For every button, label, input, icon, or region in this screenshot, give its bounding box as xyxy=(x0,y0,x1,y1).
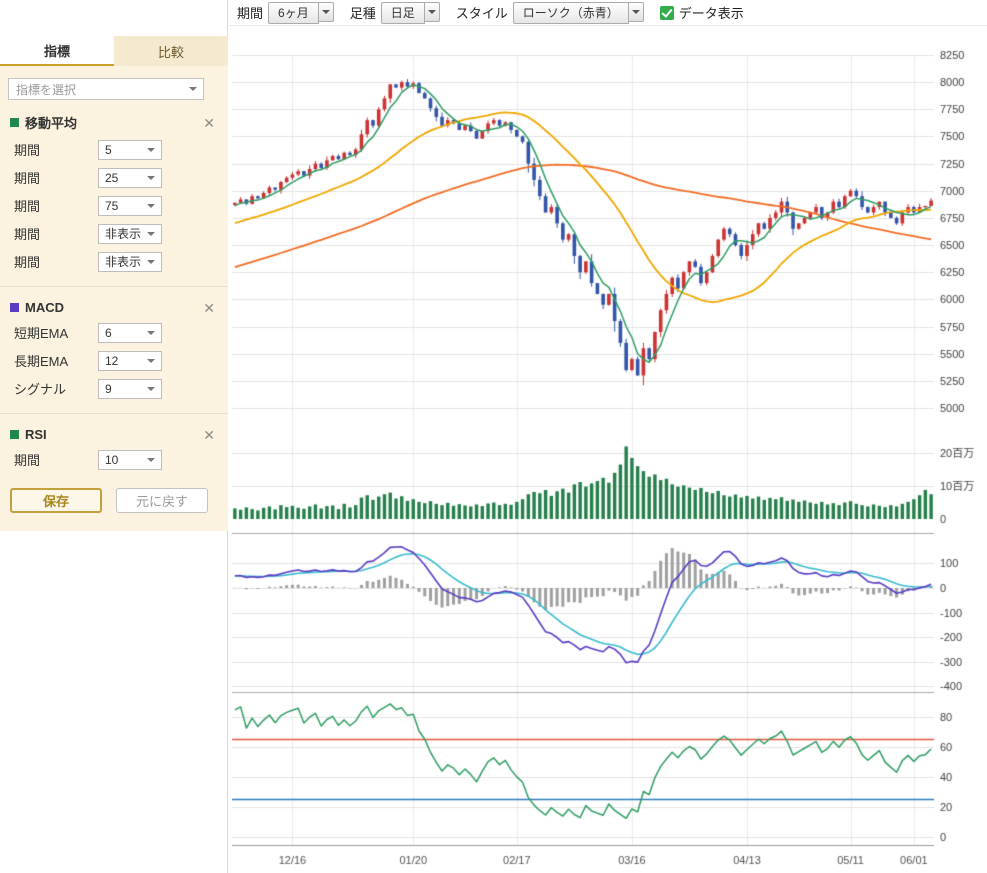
rsi-period-value: 10 xyxy=(105,452,119,467)
period-select[interactable]: 6ヶ月 xyxy=(268,1,334,24)
chevron-down-icon xyxy=(147,175,155,184)
chevron-down-icon[interactable] xyxy=(628,1,644,22)
chevron-down-icon xyxy=(147,259,155,268)
ma-period-1-select[interactable]: 5 xyxy=(98,139,162,160)
chevron-down-icon xyxy=(147,147,155,156)
indicator-panel: 指標 比較 指標を選択 移動平均 ✕ 期間 5 期間 25 期間 75 期間 非… xyxy=(0,36,228,531)
period-label: 期間 xyxy=(237,6,264,21)
ma-period-row-4: 期間 非表示 xyxy=(14,223,218,244)
sidebar: 指標 比較 指標を選択 移動平均 ✕ 期間 5 期間 25 期間 75 期間 非… xyxy=(0,0,228,873)
action-buttons: 保存 元に戻す xyxy=(10,488,218,513)
chevron-down-icon xyxy=(147,330,155,339)
macd-long-ema-select[interactable]: 12 xyxy=(98,350,162,371)
style-label: スタイル xyxy=(455,6,508,21)
section-macd-title: MACD xyxy=(25,300,64,315)
ma-period-2-label: 期間 xyxy=(14,171,41,186)
rsi-period-row: 期間 10 xyxy=(14,449,218,470)
ma-period-3-select[interactable]: 75 xyxy=(98,195,162,216)
section-rsi-title: RSI xyxy=(25,427,47,442)
ma-period-row-1: 期間 5 xyxy=(14,139,218,160)
tab-indicators-label: 指標 xyxy=(43,43,70,59)
sidebar-tabs: 指標 比較 xyxy=(0,36,228,66)
indicator-select[interactable]: 指標を選択 xyxy=(8,78,204,100)
reset-button[interactable]: 元に戻す xyxy=(116,488,208,513)
style-select-value[interactable]: ローソク（赤青） xyxy=(512,1,629,24)
chevron-down-icon xyxy=(147,358,155,367)
rsi-period-select[interactable]: 10 xyxy=(98,449,162,470)
section-moving-average-header: 移動平均 ✕ xyxy=(10,113,218,132)
period-select-value[interactable]: 6ヶ月 xyxy=(268,1,319,24)
ma-period-4-value: 非表示 xyxy=(105,227,142,241)
ma-period-3-value: 75 xyxy=(105,198,119,213)
ma-period-2-value: 25 xyxy=(105,170,119,185)
rsi-period-label: 期間 xyxy=(14,453,41,468)
chevron-down-icon[interactable] xyxy=(318,1,334,22)
section-macd-header: MACD ✕ xyxy=(10,300,218,315)
bartype-select-value[interactable]: 日足 xyxy=(380,1,425,24)
close-icon[interactable]: ✕ xyxy=(203,114,215,131)
close-icon[interactable]: ✕ xyxy=(203,426,215,443)
chevron-down-icon xyxy=(189,87,197,95)
tab-compare-label: 比較 xyxy=(157,44,184,60)
data-display-checkbox[interactable] xyxy=(659,5,674,20)
chevron-down-icon xyxy=(147,386,155,395)
ma-period-5-select[interactable]: 非表示 xyxy=(98,251,162,272)
ma-period-row-3: 期間 75 xyxy=(14,195,218,216)
macd-signal-value: 9 xyxy=(105,381,112,396)
chart-canvas[interactable] xyxy=(229,26,987,873)
close-icon[interactable]: ✕ xyxy=(203,299,215,316)
section-divider xyxy=(0,286,228,287)
macd-short-ema-select[interactable]: 6 xyxy=(98,322,162,343)
section-rsi-header: RSI ✕ xyxy=(10,427,218,442)
ma-period-3-label: 期間 xyxy=(14,199,41,214)
macd-signal-row: シグナル 9 xyxy=(14,378,218,399)
style-select[interactable]: ローソク（赤青） xyxy=(512,1,644,24)
chevron-down-icon xyxy=(147,203,155,212)
rsi-color-swatch xyxy=(10,430,19,439)
chevron-down-icon xyxy=(147,231,155,240)
ma-period-row-2: 期間 25 xyxy=(14,167,218,188)
macd-signal-select[interactable]: 9 xyxy=(98,378,162,399)
macd-color-swatch xyxy=(10,303,19,312)
ma-period-4-label: 期間 xyxy=(14,227,41,242)
section-divider xyxy=(0,413,228,414)
macd-signal-label: シグナル xyxy=(14,382,67,397)
bartype-select[interactable]: 日足 xyxy=(380,1,440,24)
macd-short-ema-value: 6 xyxy=(105,325,112,340)
ma-period-5-label: 期間 xyxy=(14,255,41,270)
section-moving-average-title: 移動平均 xyxy=(25,116,78,131)
macd-long-ema-label: 長期EMA xyxy=(14,354,69,369)
macd-long-ema-value: 12 xyxy=(105,353,119,368)
tab-compare[interactable]: 比較 xyxy=(114,36,228,66)
ma-period-1-value: 5 xyxy=(105,142,112,157)
macd-short-ema-row: 短期EMA 6 xyxy=(14,322,218,343)
ma-period-2-select[interactable]: 25 xyxy=(98,167,162,188)
ma-period-1-label: 期間 xyxy=(14,143,41,158)
tab-indicators[interactable]: 指標 xyxy=(0,36,114,66)
ma-period-4-select[interactable]: 非表示 xyxy=(98,223,162,244)
ma-period-5-value: 非表示 xyxy=(105,255,142,269)
save-button[interactable]: 保存 xyxy=(10,488,102,513)
chevron-down-icon xyxy=(147,457,155,466)
macd-short-ema-label: 短期EMA xyxy=(14,326,69,341)
chart-toolbar: 期間 6ヶ月 足種 日足 スタイル ローソク（赤青） データ表示 xyxy=(229,0,987,26)
chevron-down-icon[interactable] xyxy=(424,1,440,22)
ma-color-swatch xyxy=(10,118,19,127)
data-display-label: データ表示 xyxy=(678,6,744,21)
macd-long-ema-row: 長期EMA 12 xyxy=(14,350,218,371)
indicator-select-placeholder: 指標を選択 xyxy=(16,82,77,97)
bartype-label: 足種 xyxy=(349,6,376,21)
ma-period-row-5: 期間 非表示 xyxy=(14,251,218,272)
